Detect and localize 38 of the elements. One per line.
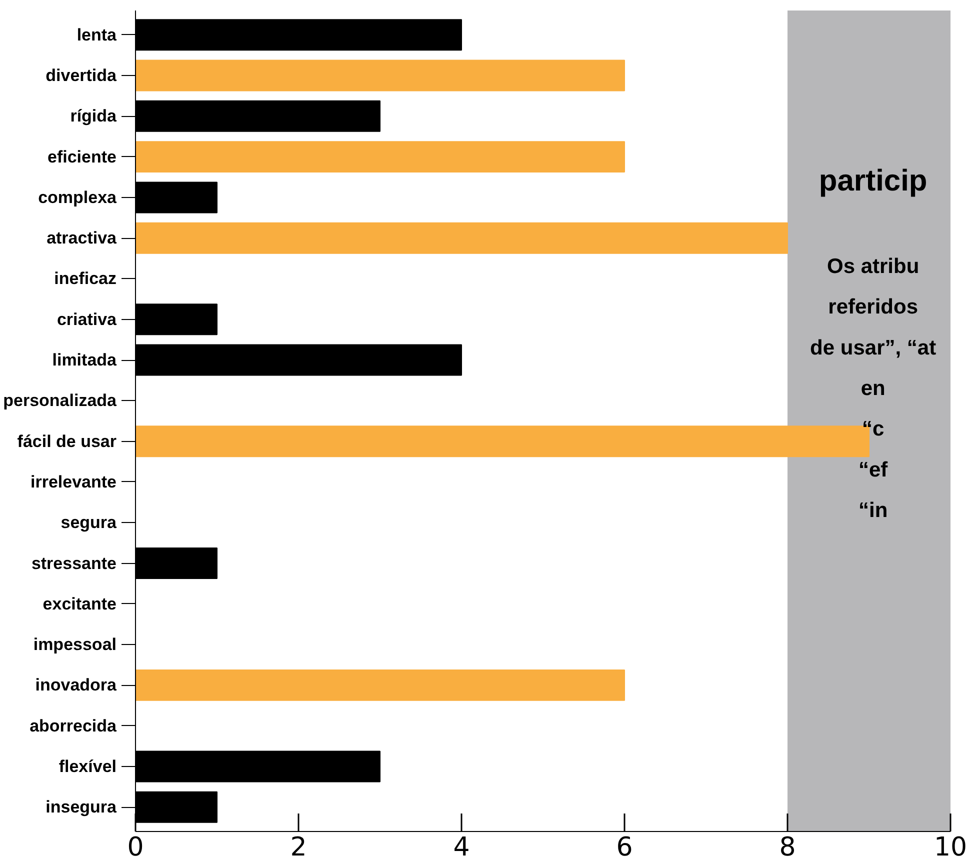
y-tick-label: impessoal (33, 635, 117, 654)
x-tick-label: 0 (127, 832, 144, 858)
y-tick-label: atractiva (46, 228, 118, 248)
x-tick-label: 8 (779, 832, 796, 858)
annotation: referidos (828, 296, 918, 319)
bar (136, 141, 625, 173)
y-tick-label: divertida (46, 66, 118, 86)
annotation: en (860, 376, 886, 400)
y-tick-label: insegura (46, 798, 118, 817)
x-tick-label: 2 (290, 832, 307, 858)
bar (136, 60, 625, 92)
y-tick-label: criativa (56, 310, 118, 329)
y-tick-label: irrelevante (30, 472, 117, 492)
y-tick-label: fácil de usar (17, 432, 117, 451)
y-tick-label: inovadora (35, 676, 118, 695)
bar (136, 222, 788, 254)
y-tick-label: aborrecida (30, 716, 118, 736)
annotation: “c (862, 418, 884, 441)
y-tick-label: rígida (70, 106, 118, 126)
x-tick-label: 4 (453, 832, 470, 858)
annotation: Os atribu (826, 255, 920, 278)
y-tick-label: excitante (42, 594, 116, 614)
y-tick-label: personalizada (3, 391, 118, 410)
y-tick-label: lenta (76, 25, 118, 44)
y-tick-label: ineficaz (54, 269, 117, 288)
bar (136, 669, 625, 701)
annotation: “in (858, 498, 888, 522)
x-tick-label: 6 (616, 832, 633, 858)
y-tick-label: flexível (58, 756, 117, 776)
y-tick-label: complexa (38, 188, 118, 207)
annotation: particip (818, 164, 928, 198)
x-tick-label: 10 (934, 832, 968, 858)
y-tick-label: limitada (52, 350, 118, 370)
annotation: “ef (858, 458, 889, 482)
y-tick-label: segura (60, 513, 118, 532)
y-tick-label: eficiente (48, 147, 117, 166)
y-tick-label: stressante (31, 554, 117, 573)
annotation: de usar”, “at (810, 336, 936, 360)
